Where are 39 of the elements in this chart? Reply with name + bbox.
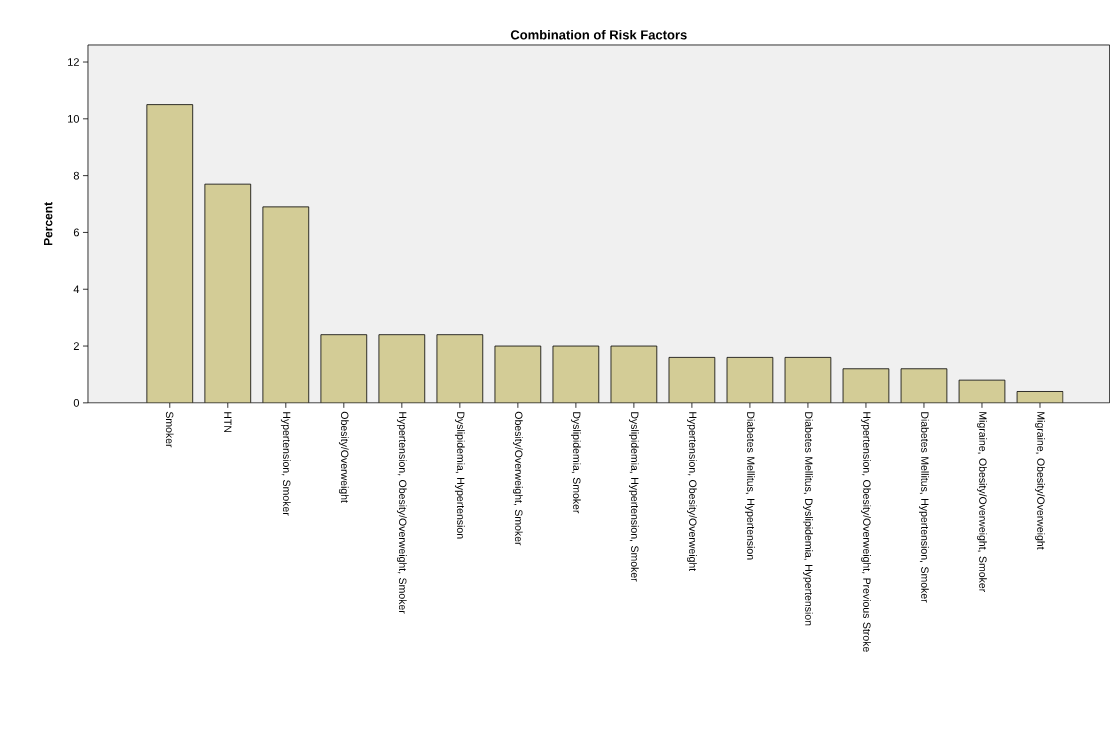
chart-title: Combination of Risk Factors	[510, 30, 687, 40]
bar	[378, 334, 425, 404]
x-tick-label: Diabetes Mellitus, Hypertension	[745, 412, 755, 560]
y-tick-label: 6	[73, 228, 79, 237]
x-tick-label: HTN	[224, 412, 232, 433]
x-tick-label: Diabetes Mellitus, Hypertension, Smoker	[919, 412, 929, 603]
x-tick-label: Obesity/Overweight	[338, 412, 349, 504]
bar	[262, 207, 309, 404]
y-tick-label: 2	[73, 342, 79, 351]
bar	[668, 357, 715, 404]
y-tick-label: 12	[68, 58, 79, 67]
x-tick-label: Migraine, Obesity/Overweight, Smoker	[977, 412, 987, 593]
bar	[901, 368, 947, 404]
x-tick-label: Obesity/Overweight, Smoker	[512, 412, 523, 546]
x-tick-label: Diabetes Mellitus, Dyslipidemia, Hypertension	[803, 412, 813, 626]
bar	[494, 346, 541, 404]
x-tick-label: Dyslipidemia, Smoker	[570, 412, 581, 514]
x-tick-label: Hypertension, Obesity/Overweight, Smoker	[396, 412, 407, 614]
y-tick-label: 10	[68, 115, 80, 123]
bar	[146, 104, 193, 404]
y-axis-title: Percent	[44, 202, 53, 246]
x-tick-label: Hypertension, Obesity/Overweight, Previous Stroke	[861, 412, 871, 653]
bar	[436, 334, 483, 404]
x-tick-label: Migraine, Obesity/Overweight	[1035, 412, 1045, 550]
y-tick-label: 4	[73, 285, 80, 294]
bar	[204, 184, 251, 404]
x-tick-label: Hypertension, Smoker	[280, 412, 291, 516]
x-tick-label: Dyslipidemia, Hypertension, Smoker	[629, 412, 639, 582]
y-tick-label: 8	[73, 171, 79, 180]
x-tick-label: Dyslipidemia, Hypertension	[454, 412, 465, 539]
bar	[610, 346, 657, 404]
bar	[727, 357, 773, 404]
y-tick-label: 0	[73, 399, 80, 407]
bar	[320, 334, 367, 404]
bar	[785, 357, 831, 404]
bar	[843, 368, 889, 404]
bar	[552, 346, 599, 404]
x-tick-label: Hypertension, Obesity/Overweight	[687, 412, 697, 572]
x-tick-label: Smoker	[165, 412, 174, 448]
